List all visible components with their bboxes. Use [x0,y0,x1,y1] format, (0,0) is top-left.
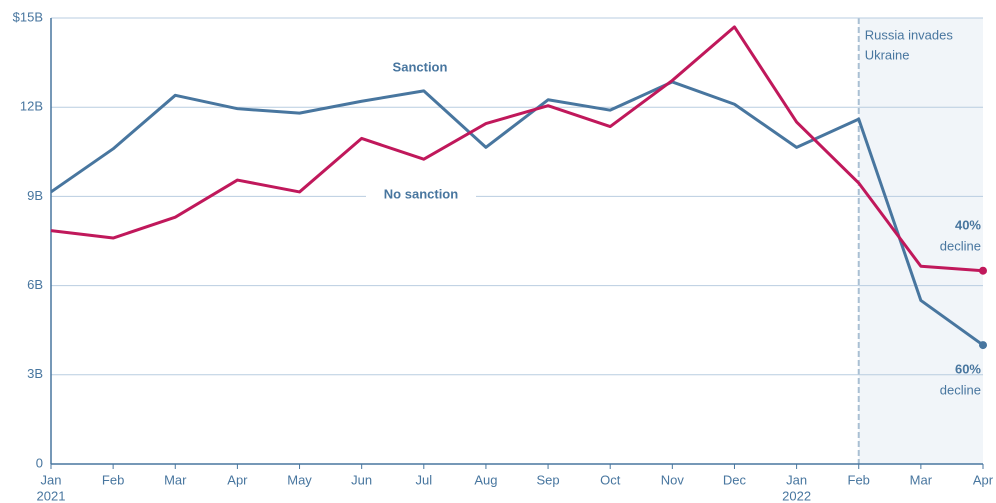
event-shade [858,18,983,464]
series-line [50,25,984,273]
y-tick-label: $15B [13,9,43,24]
x-tick-label: Apr [227,472,248,487]
x-tick-label: Oct [600,472,621,487]
event-label: Russia invades [865,27,954,42]
x-tick-label: Dec [723,472,747,487]
event-label: Ukraine [865,47,910,62]
x-tick-label: May [287,472,312,487]
x-tick-label: Jul [415,472,432,487]
label-bg [366,184,476,206]
x-tick-label: Jan [786,472,807,487]
y-tick-label: 9B [27,188,43,203]
x-sublabel: 2022 [782,488,811,503]
x-tick-label: Feb [102,472,124,487]
end-point [979,341,987,350]
y-tick-label: 0 [36,455,43,470]
x-tick-label: Feb [848,472,870,487]
series-label: Sanction [393,59,448,74]
series-line [50,80,984,347]
x-tick-label: Apr [973,472,994,487]
x-tick-label: Mar [164,472,187,487]
x-tick-label: Aug [474,472,497,487]
y-tick-label: 12B [20,99,43,114]
x-sublabel: 2021 [37,488,66,503]
end-label: 40% [955,217,981,232]
x-tick-label: Jan [41,472,62,487]
end-point [979,266,987,275]
y-tick-label: 6B [27,277,43,292]
x-tick-label: Sep [536,472,559,487]
series-label: No sanction [384,186,458,201]
x-tick-label: Jun [351,472,372,487]
y-tick-label: 3B [27,366,43,381]
end-label: decline [940,238,981,253]
end-label: 60% [955,361,981,376]
x-tick-label: Mar [910,472,933,487]
x-tick-label: Nov [661,472,685,487]
end-label: decline [940,382,981,397]
